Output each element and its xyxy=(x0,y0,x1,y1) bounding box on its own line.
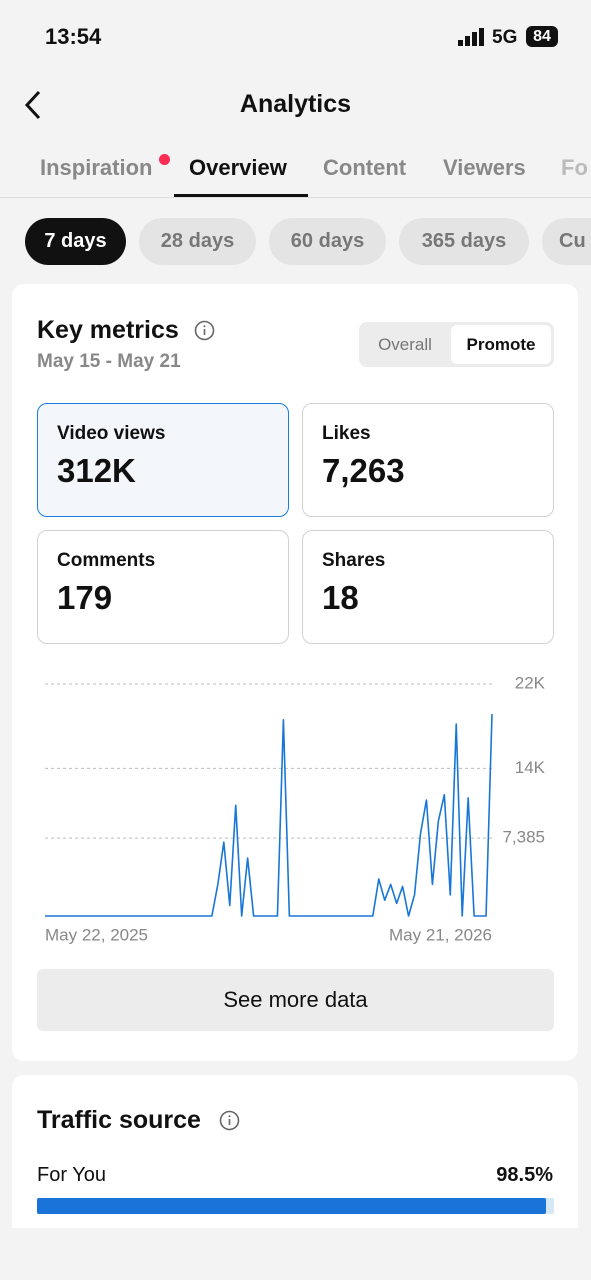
metric-value: 312K xyxy=(57,452,136,489)
source-bar xyxy=(37,1198,547,1214)
metric-card[interactable]: Shares 18 xyxy=(302,530,554,644)
tab-underline xyxy=(174,194,308,197)
range-pill[interactable]: 365 days xyxy=(399,218,529,265)
info-icon[interactable] xyxy=(194,320,215,341)
line xyxy=(45,714,493,917)
back-button[interactable] xyxy=(22,89,46,121)
signal xyxy=(458,28,484,46)
source-value: 98.5% xyxy=(496,1164,553,1186)
chart: 7,385 14K 22K May 22, 2025 May 21, 2026 xyxy=(45,673,546,944)
range-pill-active[interactable]: 7 days xyxy=(25,218,126,265)
x-tick-label: May 21, 2026 xyxy=(389,925,492,944)
metric-label: Likes xyxy=(322,423,371,444)
range-pill[interactable]: 28 days xyxy=(139,218,256,265)
metric-value: 7,263 xyxy=(322,452,405,489)
info-icon[interactable] xyxy=(219,1110,240,1131)
date-range: May 15 - May 21 xyxy=(37,351,181,372)
metric-value: 18 xyxy=(322,579,359,616)
metric-card[interactable]: Comments 179 xyxy=(37,530,289,644)
section-title: Traffic source xyxy=(37,1106,201,1134)
metric-card[interactable]: Likes 7,263 xyxy=(302,403,554,517)
page-title: Analytics xyxy=(239,90,352,118)
battery: 84 xyxy=(526,26,558,47)
divider xyxy=(0,197,591,198)
source-label: For You xyxy=(37,1164,106,1186)
tab-active[interactable]: Overview xyxy=(189,155,287,180)
y-tick-label: 22K xyxy=(515,673,546,692)
time: 13:54 xyxy=(45,24,102,49)
metric-label: Comments xyxy=(57,550,156,571)
tab[interactable]: Inspiration xyxy=(40,155,153,180)
tab[interactable]: Fo xyxy=(561,155,588,180)
y-tick-label: 7,385 xyxy=(502,828,545,847)
section-title: Key metrics xyxy=(37,316,179,344)
y-tick-label: 14K xyxy=(515,758,546,777)
tab[interactable]: Viewers xyxy=(443,155,526,180)
x-tick-label: May 22, 2025 xyxy=(45,925,148,944)
network: 5G xyxy=(492,27,518,48)
see-more-button[interactable]: See more data xyxy=(37,969,554,1031)
toggle-option[interactable]: Overall xyxy=(378,335,432,354)
notification-dot xyxy=(159,154,170,165)
range-pill[interactable]: Cu xyxy=(542,218,591,265)
metric-label: Shares xyxy=(322,550,386,571)
metric-label: Video views xyxy=(57,423,166,444)
source-bar-track xyxy=(37,1198,554,1214)
toggle-option-active[interactable]: Promote xyxy=(451,325,551,364)
range-pill[interactable]: 60 days xyxy=(269,218,386,265)
tab[interactable]: Content xyxy=(323,155,407,180)
metric-value: 179 xyxy=(57,579,113,616)
metric-card[interactable]: Video views 312K xyxy=(37,403,289,517)
